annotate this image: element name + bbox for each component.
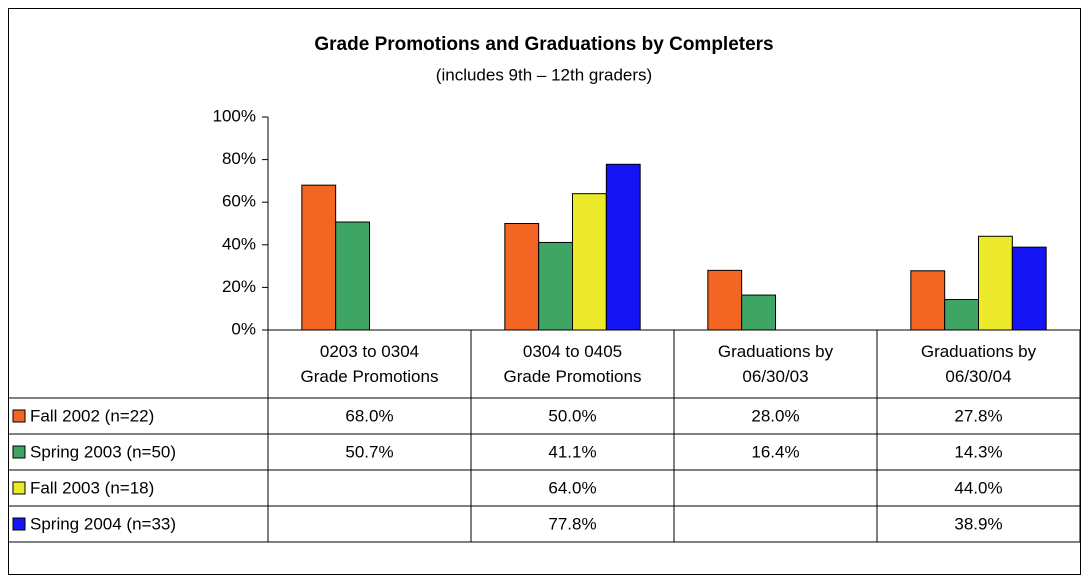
data-label: 27.8% [954,406,1002,425]
data-label: 14.3% [954,442,1002,461]
y-tick-label: 80% [222,149,256,168]
data-label: 41.1% [548,442,596,461]
data-label: 50.7% [345,442,393,461]
y-tick-label: 60% [222,192,256,211]
x-tick-label: Graduations by 06/30/04 [920,342,1037,386]
x-tick-label: 0304 to 0405 Grade Promotions [503,342,642,386]
legend-swatch [12,517,26,531]
bar [301,184,337,331]
y-tick-label: 20% [222,277,256,296]
legend-swatch [12,409,26,423]
legend-label: Fall 2003 (n=18) [30,478,154,497]
bar [1011,246,1047,331]
data-label: 38.9% [954,514,1002,533]
legend-label: Fall 2002 (n=22) [30,406,154,425]
legend-label: Spring 2004 (n=33) [30,514,176,533]
y-tick-label: 40% [222,234,256,253]
x-tick-label: Graduations by 06/30/03 [717,342,834,386]
bar [910,270,946,331]
bar [572,193,607,331]
data-label: 44.0% [954,478,1002,497]
data-label: 77.8% [548,514,596,533]
bar [335,221,370,331]
bar [707,269,743,331]
bar [741,294,777,331]
data-label: 50.0% [548,406,596,425]
legend-swatch [12,481,26,495]
bar [978,235,1013,331]
data-label: 28.0% [751,406,799,425]
bar [605,163,641,331]
bar [504,223,540,331]
chart-subtitle: (includes 9th – 12th graders) [436,65,652,84]
data-label: 68.0% [345,406,393,425]
data-label: 16.4% [751,442,799,461]
chart-title: Grade Promotions and Graduations by Comp… [314,34,773,55]
bar [944,299,980,331]
bar [538,241,574,331]
legend-swatch [12,445,26,459]
x-tick-label: 0203 to 0304 Grade Promotions [300,342,439,386]
y-tick-label: 0% [231,319,256,338]
data-label: 64.0% [548,478,596,497]
legend-label: Spring 2003 (n=50) [30,442,176,461]
y-tick-label: 100% [213,106,256,125]
